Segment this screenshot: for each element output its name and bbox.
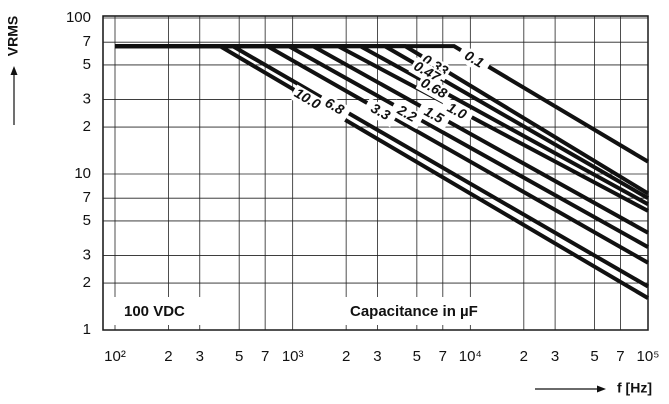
x-tick-label: 10⁴ xyxy=(459,348,482,365)
y-tick-label: 2 xyxy=(83,274,91,291)
x-tick-label: 7 xyxy=(261,348,269,365)
y-tick-label: 3 xyxy=(83,247,91,264)
annotation: Capacitance in µF xyxy=(350,303,478,320)
x-tick-label: 10⁵ xyxy=(637,348,660,365)
x-tick-label: 3 xyxy=(196,348,204,365)
line-label-group: 1.5 xyxy=(415,100,452,131)
annotation: 100 VDC xyxy=(124,303,185,320)
line-label-bg xyxy=(415,74,452,104)
grid xyxy=(103,16,649,331)
x-tick-label: 7 xyxy=(616,348,624,365)
x-tick-label: 5 xyxy=(235,348,243,365)
line-label-group: 3.3 xyxy=(362,97,398,128)
series-line xyxy=(115,44,650,300)
x-arrow-head xyxy=(597,385,606,393)
line-label-bg xyxy=(408,57,445,88)
line-label-group: 0.1 xyxy=(455,44,492,75)
annotation-bg xyxy=(340,297,515,325)
y-tick-label: 1 xyxy=(83,321,91,338)
line-label-bg xyxy=(455,44,492,75)
x-tick-label: 5 xyxy=(413,348,421,365)
lines xyxy=(115,44,650,300)
x-tick-label: 2 xyxy=(342,348,350,365)
y-tick-label: 7 xyxy=(83,189,91,206)
x-tick-label: 3 xyxy=(373,348,381,365)
y-tick-label: 2 xyxy=(83,118,91,135)
y-tick-label: 7 xyxy=(83,33,91,50)
line-label-bg xyxy=(289,84,325,115)
x-tick-label: 3 xyxy=(551,348,559,365)
y-tick-label: 5 xyxy=(83,56,91,73)
y-tick-label: 10 xyxy=(74,165,91,182)
y-arrow-head xyxy=(10,66,18,75)
y-axis-label: VRMS xyxy=(5,16,21,56)
x-tick-label: 5 xyxy=(590,348,598,365)
annotation-bg xyxy=(112,297,208,325)
line-label-bg xyxy=(438,97,475,127)
line-label-bg xyxy=(388,99,425,130)
y-tick-label: 100 xyxy=(66,9,91,26)
x-tick-label: 10³ xyxy=(282,348,304,365)
x-tick-label: 10² xyxy=(104,348,126,365)
y-tick-label: 3 xyxy=(83,91,91,108)
line-labels: 0.10.330.470.681.01.52.23.36.810.0 xyxy=(289,44,492,131)
x-tick-label: 2 xyxy=(520,348,528,365)
line-label-group: 6.8 xyxy=(316,92,352,122)
x-tick-label: 2 xyxy=(164,348,172,365)
x-axis-label: f [Hz] xyxy=(617,380,652,396)
line-label-bg xyxy=(415,100,452,131)
x-tick-label: 7 xyxy=(439,348,447,365)
line-label-bg xyxy=(362,97,398,128)
series-line xyxy=(115,44,649,265)
y-tick-label: 5 xyxy=(83,212,91,229)
line-label-bg xyxy=(316,92,352,122)
